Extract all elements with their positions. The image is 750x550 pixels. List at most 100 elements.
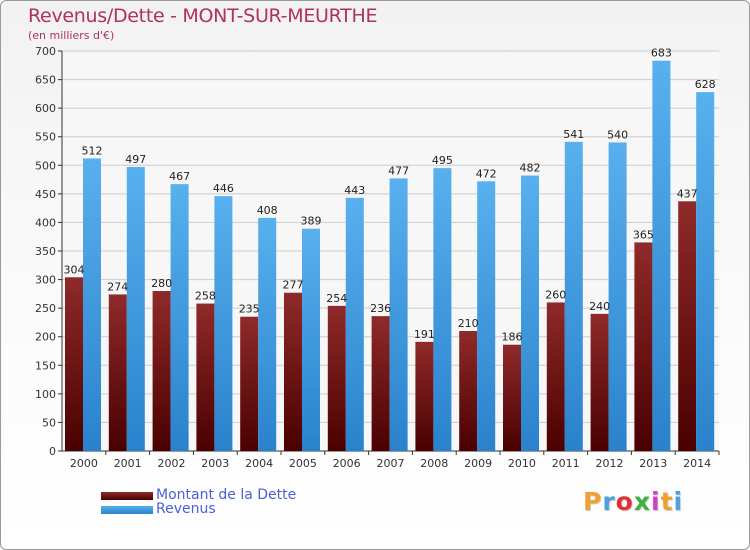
bar-debt-2009 xyxy=(459,331,478,451)
data-label-debt-2013: 365 xyxy=(633,228,654,241)
x-tick-label: 2002 xyxy=(158,457,186,470)
bar-revenue-2000 xyxy=(83,158,101,451)
y-tick-label: 600 xyxy=(35,102,56,115)
data-label-debt-2001: 274 xyxy=(107,280,128,293)
bar-revenue-2002 xyxy=(170,184,189,451)
x-tick-label: 2005 xyxy=(289,457,317,470)
x-tick-label: 2001 xyxy=(114,457,142,470)
data-label-revenue-2004: 408 xyxy=(257,204,278,217)
proxiti-logo: Proxiti xyxy=(583,487,683,516)
bar-debt-2010 xyxy=(503,344,521,451)
data-label-debt-2000: 304 xyxy=(64,263,85,276)
legend-swatch-debt xyxy=(101,492,153,500)
x-tick-label: 2010 xyxy=(508,457,536,470)
y-tick-label: 500 xyxy=(35,159,56,172)
data-label-debt-2006: 254 xyxy=(326,292,347,305)
y-tick-label: 550 xyxy=(35,131,56,144)
data-label-debt-2004: 235 xyxy=(239,303,260,316)
data-label-revenue-2010: 482 xyxy=(520,162,541,175)
legend-swatch-revenue xyxy=(101,506,153,514)
y-tick-label: 50 xyxy=(42,416,56,429)
bar-revenue-2011 xyxy=(564,141,583,451)
bar-debt-2007 xyxy=(371,316,390,451)
y-tick-label: 450 xyxy=(35,188,56,201)
bar-revenue-2005 xyxy=(302,228,320,451)
bar-revenue-2001 xyxy=(126,167,145,451)
y-tick-label: 0 xyxy=(49,445,56,458)
x-tick-label: 2007 xyxy=(377,457,405,470)
data-label-revenue-2009: 472 xyxy=(476,167,497,180)
bar-revenue-2008 xyxy=(433,168,452,451)
legend-label-revenue: Revenus xyxy=(156,501,216,517)
bar-debt-2002 xyxy=(152,291,171,451)
bar-revenue-2007 xyxy=(389,178,408,451)
data-label-debt-2010: 186 xyxy=(502,331,523,344)
y-tick-label: 100 xyxy=(35,388,56,401)
x-tick-label: 2006 xyxy=(333,457,361,470)
bar-revenue-2003 xyxy=(214,196,233,451)
x-tick-label: 2003 xyxy=(201,457,229,470)
bar-revenue-2012 xyxy=(608,142,627,451)
data-label-debt-2014: 437 xyxy=(677,187,698,200)
bar-revenue-2006 xyxy=(345,197,364,451)
x-tick-label: 2011 xyxy=(552,457,580,470)
data-label-debt-2003: 258 xyxy=(195,290,216,303)
x-tick-label: 2013 xyxy=(639,457,667,470)
bar-revenue-2013 xyxy=(652,60,671,451)
bar-revenue-2010 xyxy=(521,175,539,452)
data-label-revenue-2013: 683 xyxy=(651,47,672,60)
y-tick-label: 150 xyxy=(35,359,56,372)
logo-letter: r xyxy=(602,487,616,516)
x-tick-label: 2004 xyxy=(245,457,273,470)
data-label-revenue-2006: 443 xyxy=(344,184,365,197)
data-label-revenue-2014: 628 xyxy=(695,78,716,91)
logo-letter: x xyxy=(633,487,651,516)
data-label-revenue-2011: 541 xyxy=(563,128,584,141)
data-label-revenue-2003: 446 xyxy=(213,182,234,195)
data-label-debt-2008: 191 xyxy=(414,328,435,341)
data-label-revenue-2012: 540 xyxy=(607,128,628,141)
bar-revenue-2009 xyxy=(477,181,496,452)
bar-debt-2006 xyxy=(327,305,346,451)
y-tick-label: 200 xyxy=(35,331,56,344)
y-tick-label: 700 xyxy=(35,45,56,58)
data-label-debt-2007: 236 xyxy=(370,302,391,315)
y-tick-label: 250 xyxy=(35,302,56,315)
chart-subtitle: (en milliers d'€) xyxy=(28,29,115,42)
logo-letter: i xyxy=(673,487,684,516)
chart-title: Revenus/Dette - MONT-SUR-MEURTHE xyxy=(28,5,378,27)
bar-debt-2000 xyxy=(65,277,83,451)
y-tick-label: 400 xyxy=(35,216,56,229)
data-label-revenue-2002: 467 xyxy=(169,170,190,183)
data-label-revenue-2001: 497 xyxy=(125,153,146,166)
bar-debt-2003 xyxy=(196,303,215,451)
bar-debt-2001 xyxy=(108,294,127,451)
data-label-debt-2011: 260 xyxy=(545,288,566,301)
data-label-debt-2012: 240 xyxy=(589,300,610,313)
bar-debt-2005 xyxy=(284,292,302,451)
bar-debt-2013 xyxy=(634,242,653,451)
logo-letter: P xyxy=(583,487,603,516)
data-label-debt-2009: 210 xyxy=(458,317,479,330)
y-tick-label: 300 xyxy=(35,274,56,287)
data-label-revenue-2005: 389 xyxy=(301,215,322,228)
bar-revenue-2014 xyxy=(696,92,715,452)
legend-label-debt: Montant de la Dette xyxy=(156,487,297,503)
data-label-debt-2005: 277 xyxy=(283,279,304,292)
y-tick-label: 350 xyxy=(35,245,56,258)
bar-revenue-2004 xyxy=(258,217,277,451)
y-tick-label: 650 xyxy=(35,74,56,87)
bars xyxy=(65,60,715,452)
x-tick-label: 2008 xyxy=(420,457,448,470)
bar-debt-2004 xyxy=(240,316,259,451)
data-label-debt-2002: 280 xyxy=(151,277,172,290)
bar-debt-2011 xyxy=(546,302,565,451)
bar-debt-2014 xyxy=(678,201,697,451)
logo-letter: o xyxy=(615,487,634,516)
bar-debt-2008 xyxy=(415,341,434,451)
x-tick-label: 2014 xyxy=(683,457,711,470)
bar-debt-2012 xyxy=(590,313,609,451)
data-labels: 304 512 274 497 280 467 258 446 235 408 277 389 254 4… xyxy=(64,47,716,344)
